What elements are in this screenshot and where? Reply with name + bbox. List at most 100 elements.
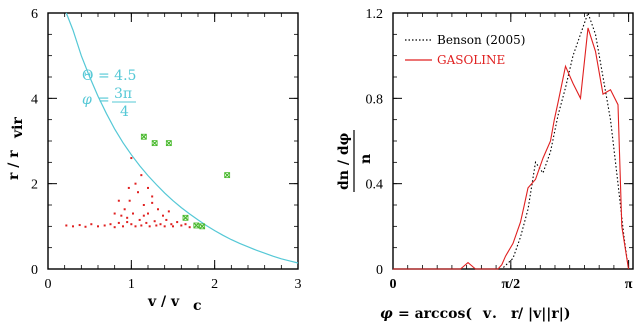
satellite-point xyxy=(138,218,141,221)
satellite-point xyxy=(148,225,151,228)
satellite-point xyxy=(147,212,149,215)
satellite-point xyxy=(117,221,120,224)
satellite-point xyxy=(113,212,116,215)
left-y-tick-label: 6 xyxy=(31,7,38,22)
left-y-tick-label: 2 xyxy=(31,178,38,193)
satellite-point xyxy=(78,224,81,227)
right-x-label-v: v xyxy=(482,306,492,322)
right-x-label-rest: = arccos( xyxy=(398,306,472,322)
right-x-tick-label: 0 xyxy=(390,277,397,292)
satellite-point xyxy=(151,201,154,204)
satellite-point xyxy=(159,223,162,226)
left-y-label: r / r xyxy=(6,150,22,180)
satellite-point xyxy=(134,182,137,185)
theta-value: = 4.5 xyxy=(98,68,136,84)
satellite-point xyxy=(163,225,166,228)
satellite-point xyxy=(157,208,159,211)
satellite-point xyxy=(90,223,93,226)
left-y-tick-label: 0 xyxy=(31,263,38,278)
satellite-point xyxy=(167,210,170,213)
right-lines-group xyxy=(393,11,630,270)
right-x-label-dot: . xyxy=(492,306,497,322)
benson-line xyxy=(393,11,630,270)
phi-symbol: φ xyxy=(82,92,92,108)
legend: Benson (2005) GASOLINE xyxy=(405,33,525,67)
right-plot-frame xyxy=(392,12,634,270)
satellite-point xyxy=(142,204,145,206)
phi-denominator: 4 xyxy=(120,104,129,120)
satellite-point xyxy=(126,221,129,224)
satellite-point xyxy=(130,157,133,160)
satellite-point xyxy=(130,223,133,226)
satellite-point xyxy=(188,226,191,229)
theta-symbol: Θ xyxy=(82,68,93,84)
left-x-tick-label: 3 xyxy=(295,277,302,292)
left-ticks: 0 1 2 3 0 2 4 6 xyxy=(31,7,302,292)
satellite-point xyxy=(127,186,130,189)
satellite-x-marker xyxy=(182,214,189,221)
satellite-x-marker xyxy=(193,222,200,229)
satellite-point xyxy=(134,225,137,228)
satellite-point xyxy=(123,208,126,211)
right-y-label-den: n xyxy=(358,154,374,164)
left-x-tick-label: 1 xyxy=(128,277,135,292)
satellite-point xyxy=(117,199,120,202)
satellite-point xyxy=(170,223,173,226)
left-x-label: v / v xyxy=(147,294,180,310)
legend-gasoline-label: GASOLINE xyxy=(437,53,505,67)
satellite-point xyxy=(162,214,164,217)
right-x-label-r: r xyxy=(511,306,519,322)
satellite-point xyxy=(122,225,124,228)
satellite-point xyxy=(147,186,149,189)
satellite-point xyxy=(65,224,68,227)
gasoline-line xyxy=(393,27,630,270)
satellite-point xyxy=(84,225,87,228)
left-x-label-sub: c xyxy=(193,298,202,314)
satellite-x-marker xyxy=(151,140,158,147)
satellite-point xyxy=(72,225,74,228)
satellite-point xyxy=(97,225,99,228)
satellite-point xyxy=(172,225,174,228)
satellite-point xyxy=(109,223,112,226)
satellite-point xyxy=(176,221,179,224)
right-x-tick-label: π/2 xyxy=(502,277,521,292)
satellite-point xyxy=(140,224,143,227)
right-y-tick-label: 0.8 xyxy=(366,92,384,107)
satellite-point xyxy=(184,223,187,226)
legend-benson-label: Benson (2005) xyxy=(437,33,525,47)
satellite-point xyxy=(151,195,154,198)
satellite-point xyxy=(120,214,123,217)
left-plot-frame xyxy=(47,12,299,270)
satellite-x-marker xyxy=(199,223,206,230)
satellite-point xyxy=(137,191,139,194)
right-y-tick-label: 0.4 xyxy=(366,178,384,193)
satellite-point xyxy=(128,199,131,202)
satellite-point xyxy=(126,216,129,219)
right-y-label-num: dn / dφ xyxy=(336,133,352,190)
right-chart: 0 π/2 π 0 0.4 0.8 1.2 Benson (2005) GASOLINE φ… xyxy=(336,7,634,322)
satellite-x-marker xyxy=(165,140,172,147)
satellite-point xyxy=(103,224,106,227)
phi-equals: = xyxy=(98,92,110,108)
left-y-tick-label: 4 xyxy=(31,92,38,107)
satellite-point xyxy=(113,226,116,229)
satellite-point xyxy=(142,214,145,217)
left-curve-group xyxy=(65,12,299,264)
right-x-label-phi: φ xyxy=(380,306,393,322)
left-points-group xyxy=(65,133,231,230)
right-x-label: φ = arccos( v . r / |v||r|) xyxy=(380,306,571,322)
satellite-point xyxy=(145,221,148,224)
right-ticks: 0 π/2 π 0 0.4 0.8 1.2 xyxy=(366,7,633,292)
right-x-tick-label: π xyxy=(625,277,633,292)
satellite-point xyxy=(180,224,183,227)
escape-curve xyxy=(65,12,299,264)
satellite-point xyxy=(140,174,143,177)
satellite-point xyxy=(132,212,134,215)
left-y-label-sub: vir xyxy=(10,117,26,139)
right-y-tick-label: 0 xyxy=(376,263,383,278)
right-y-tick-label: 1.2 xyxy=(366,7,384,22)
right-y-label: dn / dφ n xyxy=(336,130,374,192)
satellite-point xyxy=(165,218,168,221)
